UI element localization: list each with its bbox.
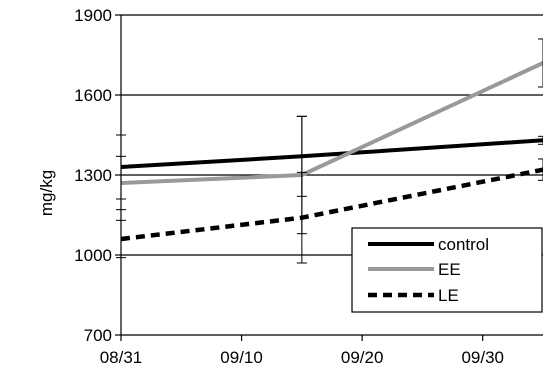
x-tick-label-09-10: 09/10	[220, 348, 263, 367]
y-tick-label-1000: 1000	[74, 246, 112, 265]
legend-label-ee: EE	[438, 260, 461, 279]
legend-label-le: LE	[438, 286, 459, 305]
error-bar-ee-2	[538, 38, 543, 88]
legend: control EE LE	[351, 227, 543, 313]
y-tick-label-1300: 1300	[74, 166, 112, 185]
x-tick-label-08-31: 08/31	[100, 348, 143, 367]
series-lines	[120, 61, 543, 242]
gridlines	[121, 14, 543, 256]
error-bar-le-1	[296, 171, 307, 264]
error-bar-le-2	[538, 158, 543, 181]
error-bar-control-2	[538, 135, 543, 145]
y-tick-label-700: 700	[84, 326, 112, 345]
tick-labels: 700 1000 1300 1600 1900 08/31 09/10 09/20 09/30	[74, 6, 504, 367]
y-tick-label-1600: 1600	[74, 86, 112, 105]
y-tick-label-1900: 1900	[74, 6, 112, 25]
axes	[115, 14, 543, 341]
legend-label-control: control	[438, 235, 489, 254]
x-tick-label-09-20: 09/20	[341, 348, 384, 367]
y-axis-label: mg/kg	[37, 170, 56, 216]
x-tick-label-09-30: 09/30	[461, 348, 504, 367]
